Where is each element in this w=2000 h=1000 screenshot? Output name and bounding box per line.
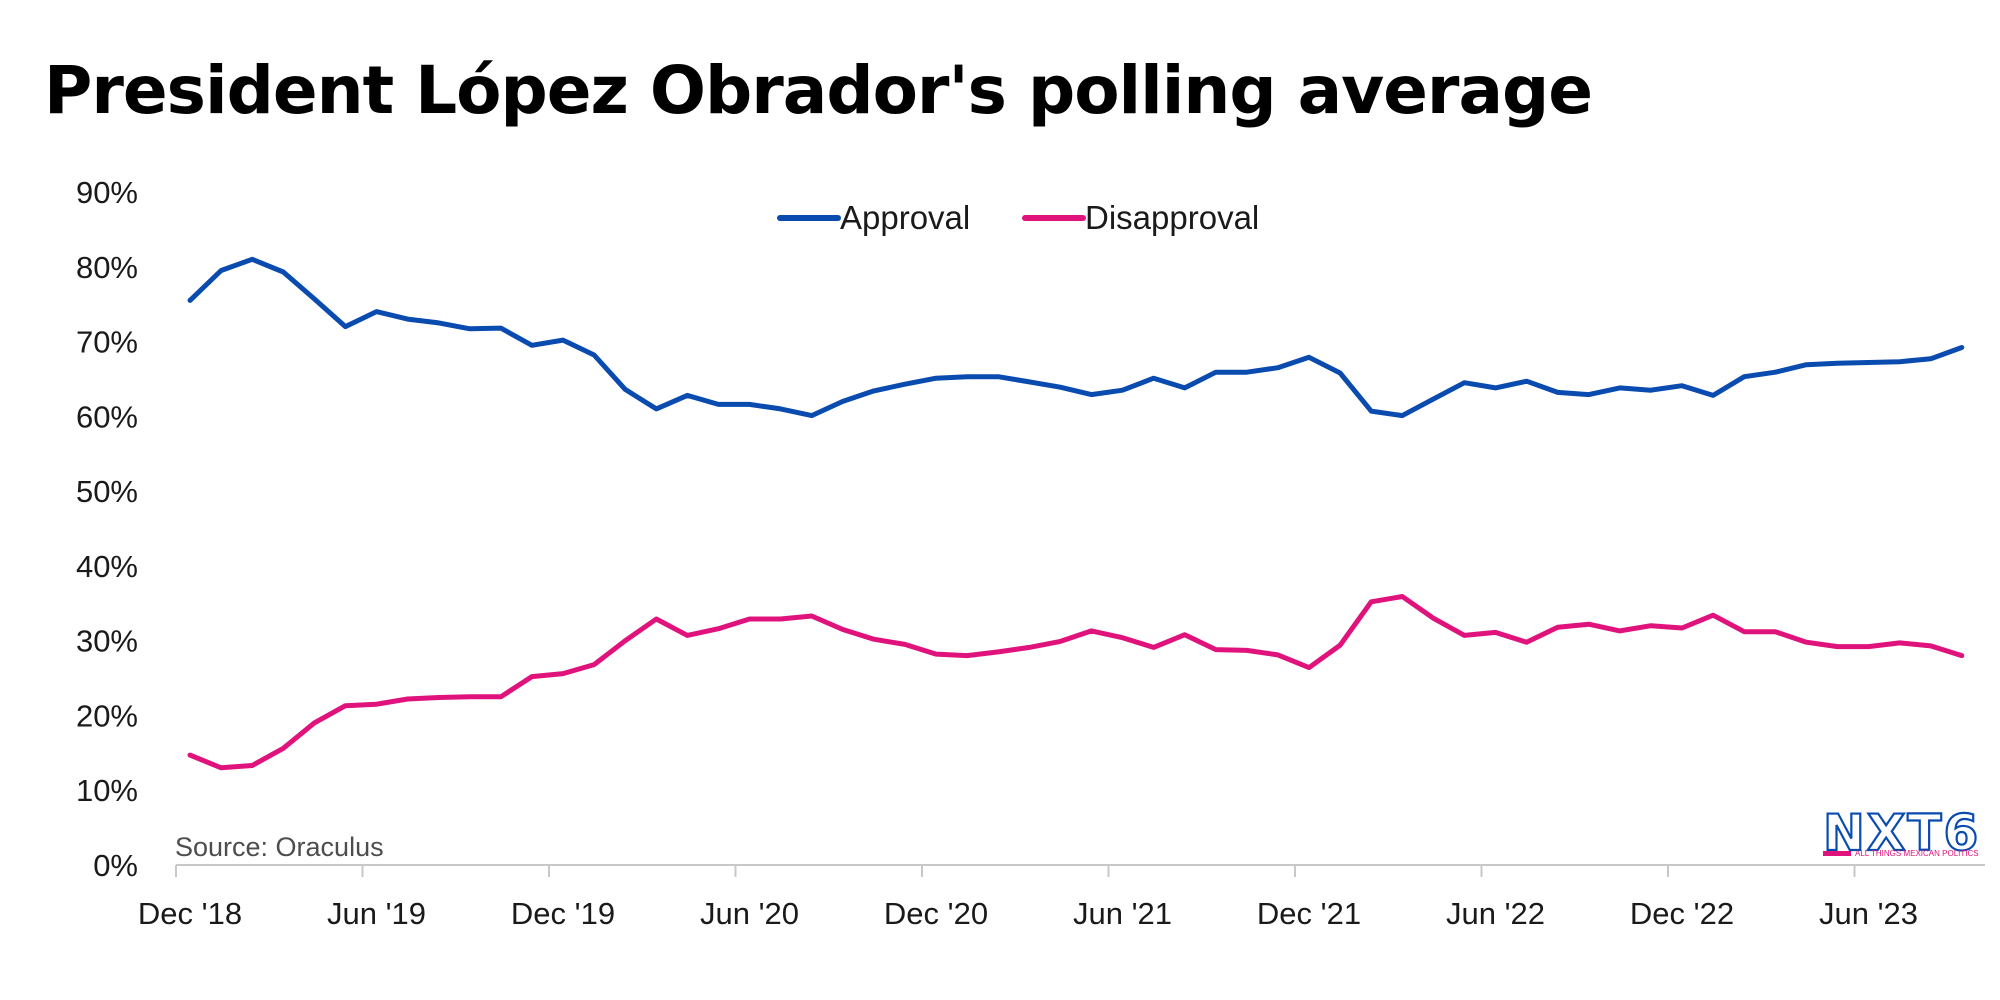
y-tick-label: 70% — [76, 325, 138, 360]
y-tick-label: 90% — [76, 175, 138, 210]
x-tick-label: Jun '21 — [1073, 896, 1172, 931]
chart-title: President López Obrador's polling averag… — [44, 52, 1593, 129]
x-axis: Dec '18 Jun '19 Dec '19 Jun '20 Dec '20 Jun '… — [138, 864, 1985, 931]
y-tick-label: 40% — [76, 549, 138, 584]
y-axis: 0% 10% 20% 30% 40% 50% 60% 70% 80% 90% — [76, 175, 138, 883]
series-line-disapproval — [187, 594, 1965, 771]
x-tick-label: Dec '18 — [138, 896, 242, 931]
y-tick-label: 60% — [76, 399, 138, 434]
logo-accent-bar — [1823, 851, 1851, 856]
series-line-approval — [187, 256, 1965, 419]
x-tick-label: Dec '22 — [1630, 896, 1734, 931]
x-tick-label: Dec '19 — [511, 896, 615, 931]
y-tick-label: 30% — [76, 624, 138, 659]
legend: Approval Disapproval — [777, 199, 1259, 236]
nxt6-logo: NXT6 ALL THINGS MEXICAN POLITICS — [1822, 803, 1980, 863]
y-tick-label: 80% — [76, 250, 138, 285]
x-tick-label: Jun '20 — [700, 896, 799, 931]
legend-label-approval: Approval — [840, 199, 970, 236]
y-tick-label: 0% — [93, 848, 138, 883]
y-tick-label: 10% — [76, 773, 138, 808]
legend-label-disapproval: Disapproval — [1085, 199, 1259, 236]
y-tick-label: 20% — [76, 698, 138, 733]
source-note: Source: Oraculus — [175, 832, 384, 862]
x-tick-label: Jun '19 — [327, 896, 426, 931]
x-tick-label: Dec '20 — [884, 896, 988, 931]
x-tick-label: Jun '22 — [1446, 896, 1545, 931]
x-tick-label: Dec '21 — [1257, 896, 1361, 931]
logo-wordmark: NXT6 — [1823, 804, 1980, 862]
logo-tagline: ALL THINGS MEXICAN POLITICS — [1855, 849, 1979, 858]
y-tick-label: 50% — [76, 474, 138, 509]
series-lines — [187, 256, 1965, 771]
x-tick-label: Jun '23 — [1819, 896, 1918, 931]
